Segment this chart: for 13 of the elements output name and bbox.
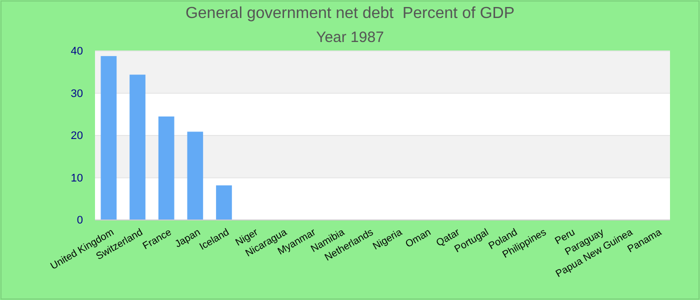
- bar: [130, 74, 146, 220]
- y-tick-label: 30: [70, 88, 83, 100]
- chart-title: General government net debt Percent of GDP: [185, 5, 515, 22]
- y-tick-label: 20: [70, 130, 83, 142]
- bar: [100, 56, 117, 220]
- y-tick-label: 40: [70, 46, 83, 58]
- bar: [187, 132, 204, 220]
- bar: [216, 185, 232, 220]
- y-tick-label: 10: [70, 172, 83, 184]
- chart-subtitle: Year 1987: [316, 29, 384, 46]
- bar: [158, 116, 174, 220]
- y-tick-label: 0: [76, 214, 83, 227]
- x-tick-label: Oman: [404, 227, 433, 250]
